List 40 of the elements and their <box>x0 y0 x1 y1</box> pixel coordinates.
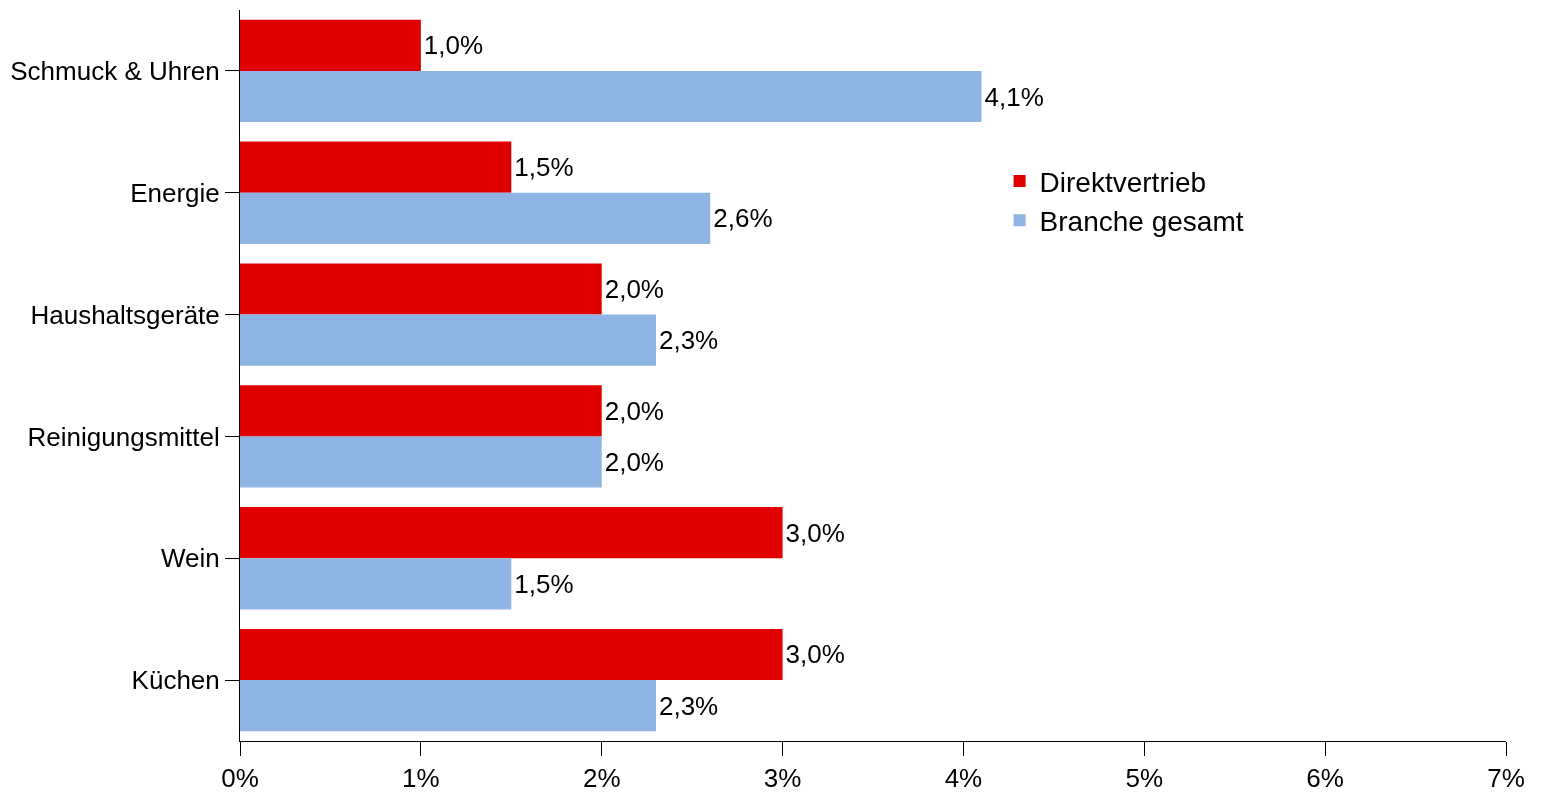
x-tick-label: 3% <box>763 763 802 794</box>
legend-label: Branche gesamt <box>1039 206 1244 238</box>
x-tick-label: 1% <box>402 763 440 794</box>
bar <box>240 314 656 366</box>
bar <box>240 19 421 71</box>
data-label: 2,3% <box>658 690 719 721</box>
data-label: 1,0% <box>423 30 484 61</box>
bar <box>240 263 602 315</box>
x-tick-label: 6% <box>1306 763 1344 794</box>
bar <box>240 70 982 123</box>
data-label: 2,6% <box>713 203 773 234</box>
legend-label: Direktvertrieb <box>1039 166 1207 198</box>
bar <box>240 680 656 732</box>
y-tick-label: Reinigungsmittel <box>27 421 220 452</box>
y-tick-label: Küchen <box>131 665 220 696</box>
y-tick-label: Haushaltsgeräte <box>30 299 220 330</box>
data-label: 2,0% <box>604 395 664 426</box>
bar <box>240 192 711 244</box>
x-tick-label: 4% <box>944 763 983 794</box>
x-tick-label: 0% <box>221 763 259 794</box>
bar <box>240 558 512 610</box>
data-label: 3,0% <box>785 639 845 670</box>
data-label: 2,0% <box>604 273 664 304</box>
bar <box>240 507 783 559</box>
bar <box>240 385 602 437</box>
y-tick-label: Schmuck & Uhren <box>10 56 220 87</box>
bar <box>240 141 512 193</box>
x-tick-label: 5% <box>1125 763 1164 794</box>
data-label: 3,0% <box>785 517 845 548</box>
data-label: 1,5% <box>514 152 574 183</box>
y-tick-label: Energie <box>130 177 220 208</box>
data-label: 4,1% <box>984 81 1044 112</box>
x-tick-label: 7% <box>1487 763 1525 794</box>
bar <box>240 436 602 488</box>
data-label: 1,5% <box>514 568 574 599</box>
bar <box>240 628 783 681</box>
data-label: 2,3% <box>658 325 719 356</box>
data-label: 2,0% <box>604 447 664 478</box>
y-tick-label: Wein <box>161 543 220 574</box>
x-tick-label: 2% <box>582 763 621 794</box>
